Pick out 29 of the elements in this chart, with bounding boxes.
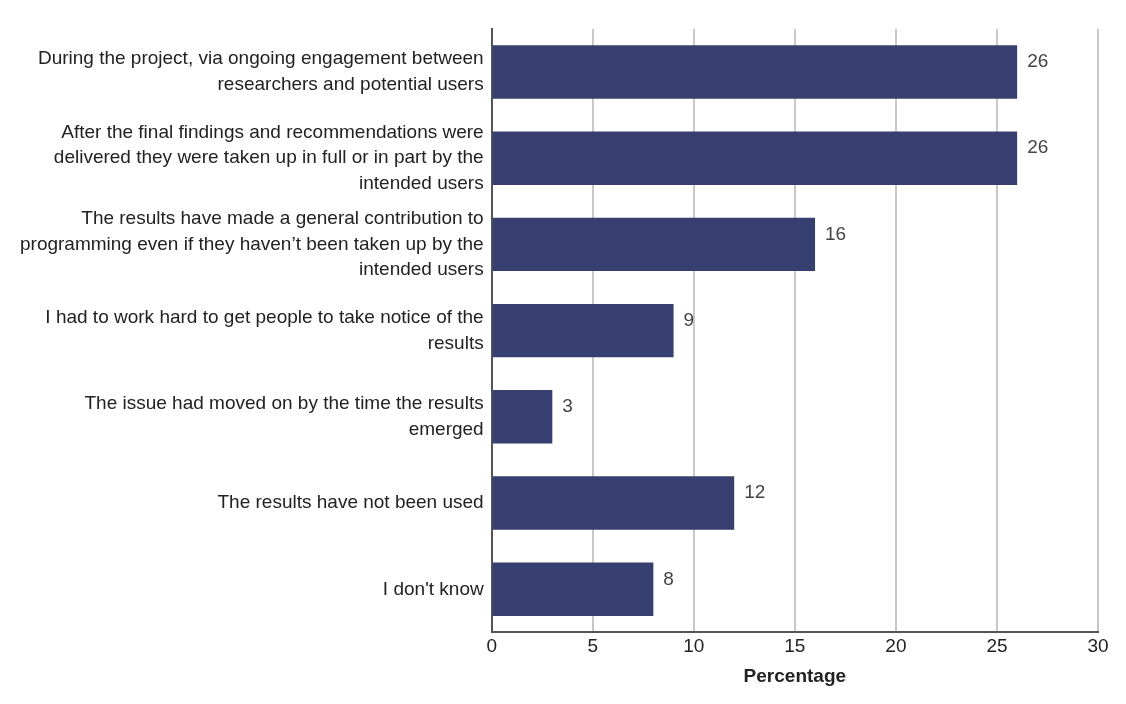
data-label: 9 — [683, 308, 695, 330]
x-tick-label: 30 — [1087, 635, 1109, 657]
x-tick-label: 10 — [683, 635, 705, 657]
data-label: 16 — [825, 222, 847, 244]
x-tick-label: 15 — [784, 635, 806, 657]
y-tick-label: After the final findings and recommendations were delivered they were taken up in full or in part by the intended users — [53, 120, 484, 194]
bar — [492, 303, 674, 358]
data-label: 26 — [1027, 136, 1049, 158]
x-tick-label: 0 — [486, 635, 497, 657]
y-tick-label: The issue had moved on by the time the results emerged — [84, 392, 484, 439]
x-tick-label: 5 — [587, 635, 599, 657]
data-label: 3 — [562, 395, 573, 417]
y-tick-label: During the project, via ongoing engagement between researchers and potential users — [37, 47, 484, 94]
bar — [492, 45, 1018, 99]
y-tick-label: I don't know — [382, 577, 484, 599]
bar — [492, 390, 553, 444]
bar — [492, 476, 735, 530]
y-tick-label: The results have made a general contribution to programming even if they haven’t been taken up by the intended users — [19, 206, 484, 280]
data-label: 8 — [663, 567, 674, 589]
bar — [492, 562, 654, 617]
x-tick-label: 25 — [986, 635, 1008, 657]
data-label: 26 — [1027, 50, 1049, 72]
y-tick-label: The results have not been used — [217, 491, 484, 513]
bar — [492, 131, 1018, 185]
bar — [492, 217, 816, 272]
y-tick-label: I had to work hard to get people to take notice of the results — [45, 306, 484, 353]
data-label: 12 — [744, 481, 766, 503]
x-tick-label: 20 — [885, 635, 907, 657]
x-axis-title: Percentage — [743, 664, 847, 686]
